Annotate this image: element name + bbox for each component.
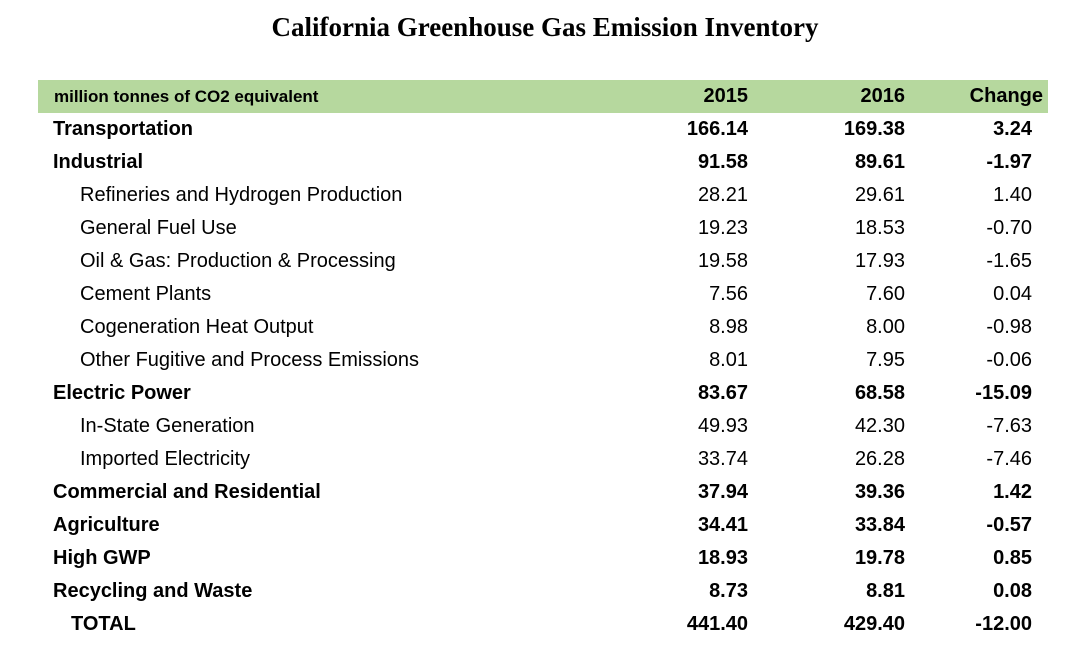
row-value-2016: 42.30 <box>854 415 905 437</box>
row-label: Cogeneration Heat Output <box>80 316 314 338</box>
row-value-2016: 8.81 <box>866 580 905 602</box>
table-row: Other Fugitive and Process Emissions 8.01… <box>38 344 1048 377</box>
row-label: Refineries and Hydrogen Production <box>80 184 403 206</box>
row-value-2016: 33.84 <box>854 514 905 536</box>
row-value-2016: 18.53 <box>854 217 905 239</box>
row-value-2016: 39.36 <box>854 481 905 503</box>
row-label: Other Fugitive and Process Emissions <box>80 349 420 371</box>
table-row: In-State Generation 49.93 42.30 -7.63 <box>38 410 1048 443</box>
table-row: Commercial and Residential 37.94 39.36 1.42 <box>38 476 1048 509</box>
row-label: Industrial <box>53 151 144 173</box>
row-label: Recycling and Waste <box>53 580 253 602</box>
row-value-2015: 8.98 <box>709 316 748 338</box>
table-row: Transportation 166.14 169.38 3.24 <box>38 113 1048 146</box>
row-value-2015: 37.94 <box>697 481 748 503</box>
table-header-row: million tonnes of CO2 equivalent 2015 20… <box>38 80 1048 113</box>
row-value-change: 0.04 <box>993 283 1032 305</box>
table-row: Electric Power 83.67 68.58 -15.09 <box>38 377 1048 410</box>
column-header-change: Change <box>969 85 1043 107</box>
table-row: Oil & Gas: Production & Processing 19.58 1… <box>38 245 1048 278</box>
row-value-2016: 429.40 <box>843 613 905 635</box>
table-body: Transportation 166.14 169.38 3.24 Industrial… <box>38 113 1048 641</box>
row-value-change: -1.97 <box>986 151 1032 173</box>
row-value-2015: 28.21 <box>697 184 748 206</box>
row-value-change: -0.98 <box>986 316 1032 338</box>
row-label: Transportation <box>53 118 194 140</box>
row-value-change: 1.42 <box>993 481 1032 503</box>
table-row: Cogeneration Heat Output 8.98 8.00 -0.98 <box>38 311 1048 344</box>
table-row: Industrial 91.58 89.61 -1.97 <box>38 146 1048 179</box>
row-value-2016: 68.58 <box>854 382 905 404</box>
row-value-change: -0.70 <box>986 217 1032 239</box>
row-value-2016: 17.93 <box>854 250 905 272</box>
row-value-2015: 34.41 <box>697 514 748 536</box>
row-label: TOTAL <box>71 613 136 635</box>
row-label: Commercial and Residential <box>53 481 321 503</box>
row-value-2016: 8.00 <box>866 316 905 338</box>
row-value-change: 3.24 <box>993 118 1032 140</box>
row-value-change: -7.63 <box>986 415 1032 437</box>
row-value-change: -0.57 <box>986 514 1032 536</box>
row-value-2015: 8.73 <box>709 580 748 602</box>
page-title: California Greenhouse Gas Emission Inven… <box>271 12 819 42</box>
row-value-2015: 19.23 <box>697 217 748 239</box>
row-value-change: 1.40 <box>993 184 1032 206</box>
row-value-2015: 33.74 <box>697 448 748 470</box>
row-label: High GWP <box>53 547 151 569</box>
row-label: Cement Plants <box>80 283 212 305</box>
row-value-2016: 29.61 <box>854 184 905 206</box>
table-row: Recycling and Waste 8.73 8.81 0.08 <box>38 575 1048 608</box>
row-label: General Fuel Use <box>80 217 237 239</box>
row-value-2015: 7.56 <box>709 283 748 305</box>
row-value-2015: 19.58 <box>697 250 748 272</box>
row-label: In-State Generation <box>80 415 255 437</box>
row-value-change: -12.00 <box>975 613 1032 635</box>
row-value-2015: 49.93 <box>697 415 748 437</box>
row-value-2016: 26.28 <box>854 448 905 470</box>
row-value-2015: 18.93 <box>697 547 748 569</box>
table-row: General Fuel Use 19.23 18.53 -0.70 <box>38 212 1048 245</box>
row-value-2015: 8.01 <box>709 349 748 371</box>
row-value-2016: 19.78 <box>854 547 905 569</box>
table-row: Cement Plants 7.56 7.60 0.04 <box>38 278 1048 311</box>
emissions-table: million tonnes of CO2 equivalent 2015 20… <box>38 80 1048 641</box>
column-header-2016: 2016 <box>860 85 906 107</box>
row-value-2016: 7.95 <box>866 349 905 371</box>
row-value-change: 0.08 <box>993 580 1032 602</box>
row-value-change: -0.06 <box>986 349 1032 371</box>
row-value-2016: 89.61 <box>854 151 905 173</box>
row-value-2015: 166.14 <box>686 118 748 140</box>
table-row: Agriculture 34.41 33.84 -0.57 <box>38 509 1048 542</box>
row-value-change: -15.09 <box>975 382 1032 404</box>
table-row: Refineries and Hydrogen Production 28.21 2… <box>38 179 1048 212</box>
row-label: Oil & Gas: Production & Processing <box>80 250 396 272</box>
row-value-2015: 441.40 <box>686 613 748 635</box>
row-value-2016: 7.60 <box>866 283 905 305</box>
table-row: TOTAL 441.40 429.40 -12.00 <box>38 608 1048 641</box>
row-value-change: -1.65 <box>986 250 1032 272</box>
table-row: Imported Electricity 33.74 26.28 -7.46 <box>38 443 1048 476</box>
column-header-unit: million tonnes of CO2 equivalent <box>54 86 319 106</box>
row-value-2015: 91.58 <box>697 151 748 173</box>
row-value-change: 0.85 <box>993 547 1032 569</box>
column-header-2015: 2015 <box>703 85 749 107</box>
table-row: High GWP 18.93 19.78 0.85 <box>38 542 1048 575</box>
row-label: Imported Electricity <box>80 448 251 470</box>
row-value-2016: 169.38 <box>843 118 905 140</box>
row-value-2015: 83.67 <box>697 382 748 404</box>
row-value-change: -7.46 <box>986 448 1032 470</box>
row-label: Electric Power <box>53 382 191 404</box>
row-label: Agriculture <box>53 514 160 536</box>
